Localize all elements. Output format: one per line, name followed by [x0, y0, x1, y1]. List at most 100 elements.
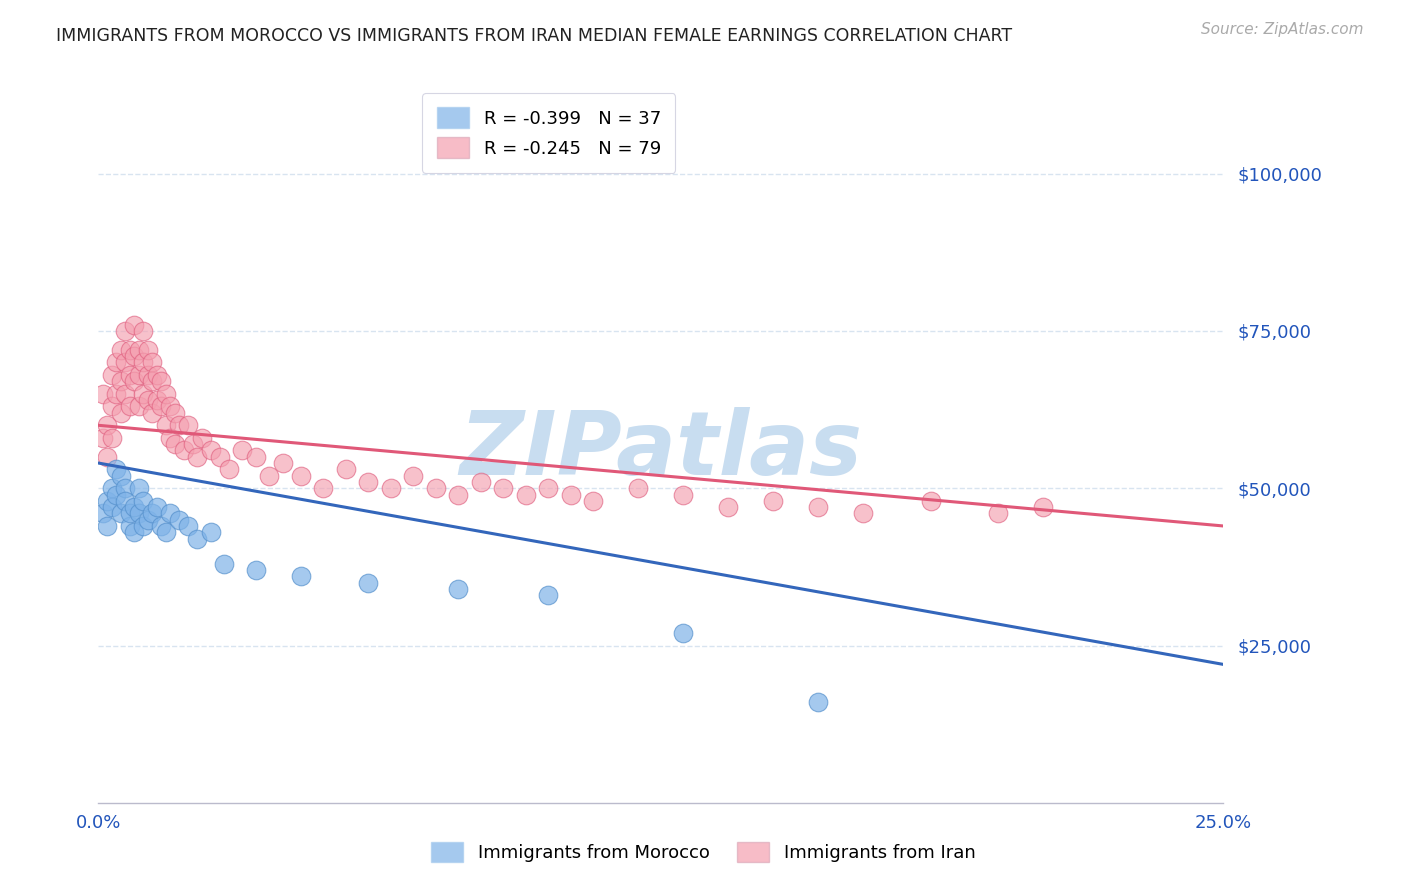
Point	[128, 507, 150, 521]
Point	[155, 387, 177, 401]
Point	[114, 324, 136, 338]
Point	[582, 493, 605, 508]
Point	[807, 500, 830, 514]
Point	[101, 481, 124, 495]
Point	[155, 418, 177, 433]
Point	[214, 557, 236, 571]
Point	[124, 500, 146, 514]
Point	[807, 695, 830, 709]
Text: Source: ZipAtlas.com: Source: ZipAtlas.com	[1201, 22, 1364, 37]
Point	[492, 481, 515, 495]
Point	[110, 343, 132, 357]
Point	[136, 343, 159, 357]
Point	[169, 418, 191, 433]
Point	[380, 481, 402, 495]
Point	[146, 500, 169, 514]
Point	[259, 468, 281, 483]
Point	[335, 462, 357, 476]
Point	[110, 374, 132, 388]
Point	[245, 450, 267, 464]
Point	[114, 355, 136, 369]
Point	[110, 406, 132, 420]
Point	[987, 507, 1010, 521]
Point	[105, 387, 128, 401]
Point	[146, 393, 169, 408]
Point	[124, 318, 146, 332]
Point	[146, 368, 169, 382]
Point	[200, 525, 222, 540]
Point	[560, 487, 582, 501]
Point	[181, 437, 204, 451]
Point	[169, 513, 191, 527]
Point	[177, 418, 200, 433]
Point	[447, 487, 470, 501]
Point	[96, 519, 118, 533]
Point	[128, 481, 150, 495]
Point	[105, 462, 128, 476]
Legend: R = -0.399   N = 37, R = -0.245   N = 79: R = -0.399 N = 37, R = -0.245 N = 79	[422, 93, 675, 173]
Point	[1032, 500, 1054, 514]
Point	[290, 569, 312, 583]
Point	[91, 431, 114, 445]
Point	[537, 481, 560, 495]
Point	[101, 500, 124, 514]
Point	[124, 374, 146, 388]
Point	[118, 400, 141, 414]
Point	[132, 324, 155, 338]
Text: ZIPatlas: ZIPatlas	[460, 407, 862, 494]
Point	[110, 507, 132, 521]
Point	[852, 507, 875, 521]
Point	[96, 493, 118, 508]
Point	[141, 507, 163, 521]
Point	[141, 355, 163, 369]
Point	[159, 431, 181, 445]
Point	[114, 481, 136, 495]
Point	[200, 443, 222, 458]
Point	[218, 462, 240, 476]
Point	[150, 400, 173, 414]
Point	[132, 387, 155, 401]
Point	[186, 532, 208, 546]
Point	[627, 481, 650, 495]
Point	[447, 582, 470, 596]
Point	[177, 519, 200, 533]
Point	[128, 400, 150, 414]
Point	[672, 626, 695, 640]
Point	[208, 450, 231, 464]
Y-axis label: Median Female Earnings: Median Female Earnings	[0, 340, 8, 561]
Point	[96, 418, 118, 433]
Point	[124, 349, 146, 363]
Point	[672, 487, 695, 501]
Point	[762, 493, 785, 508]
Point	[515, 487, 537, 501]
Point	[290, 468, 312, 483]
Point	[231, 443, 253, 458]
Text: IMMIGRANTS FROM MOROCCO VS IMMIGRANTS FROM IRAN MEDIAN FEMALE EARNINGS CORRELATI: IMMIGRANTS FROM MOROCCO VS IMMIGRANTS FR…	[56, 27, 1012, 45]
Point	[271, 456, 294, 470]
Point	[159, 507, 181, 521]
Point	[173, 443, 195, 458]
Point	[141, 406, 163, 420]
Point	[150, 519, 173, 533]
Point	[357, 475, 380, 489]
Point	[110, 468, 132, 483]
Point	[91, 387, 114, 401]
Point	[114, 387, 136, 401]
Point	[150, 374, 173, 388]
Point	[118, 507, 141, 521]
Point	[312, 481, 335, 495]
Point	[425, 481, 447, 495]
Point	[136, 513, 159, 527]
Point	[402, 468, 425, 483]
Point	[132, 493, 155, 508]
Point	[91, 507, 114, 521]
Point	[136, 393, 159, 408]
Point	[357, 575, 380, 590]
Point	[118, 368, 141, 382]
Point	[105, 487, 128, 501]
Point	[136, 368, 159, 382]
Point	[124, 525, 146, 540]
Point	[114, 493, 136, 508]
Point	[128, 343, 150, 357]
Point	[717, 500, 740, 514]
